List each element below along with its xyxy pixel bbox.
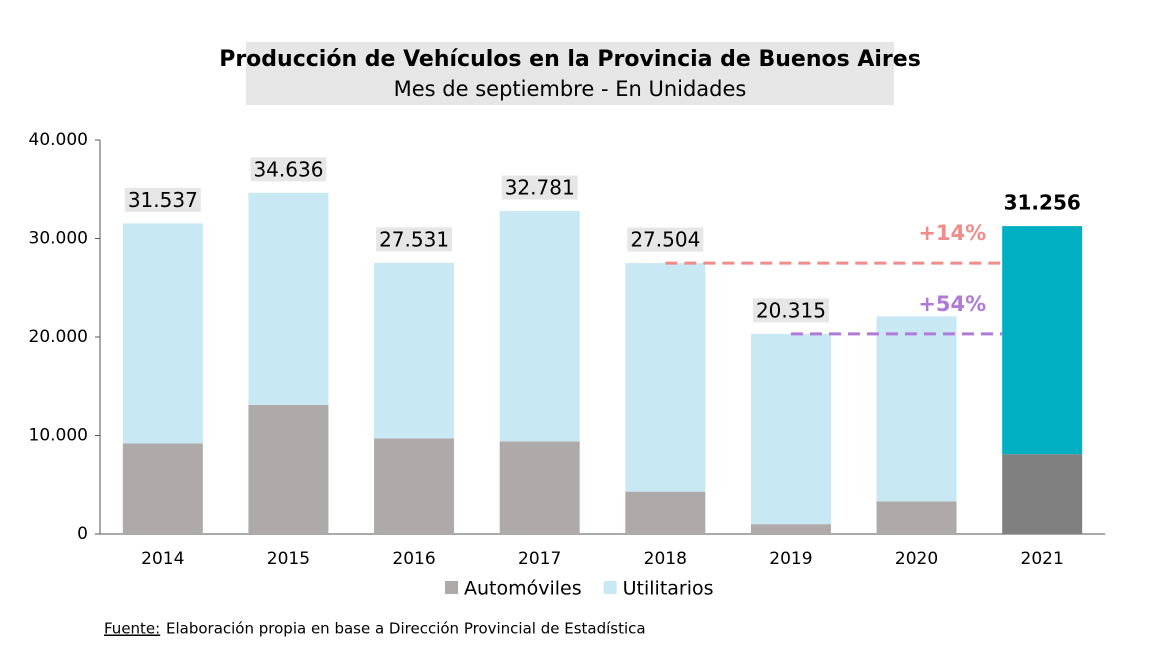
title-box: [246, 42, 894, 105]
total-label-box: [627, 227, 704, 252]
annotation-label: +14%: [918, 221, 986, 245]
bar-segment: [499, 441, 580, 534]
bar-segment: [374, 262, 455, 439]
x-tick-label: 2015: [267, 549, 310, 569]
total-label-box: [1000, 190, 1084, 215]
total-label-box: [124, 187, 201, 212]
total-label: 31.256: [1004, 191, 1081, 215]
bar-segment: [374, 438, 455, 534]
bar-segment: [499, 211, 580, 442]
x-tick-label: 2018: [644, 549, 687, 569]
total-label-box: [501, 175, 578, 200]
bar-segment: [122, 443, 203, 534]
total-label: 32.781: [505, 176, 575, 200]
legend-label: Utilitarios: [623, 578, 714, 600]
y-tick-label: 40.000: [29, 130, 88, 150]
total-label: 27.531: [379, 227, 449, 251]
bar-segment: [248, 192, 329, 405]
bar-segment: [248, 404, 329, 534]
chart-title: Producción de Vehículos en la Provincia …: [219, 47, 921, 72]
bar-segment: [750, 333, 831, 525]
bar-segment: [1002, 454, 1083, 534]
bar-segment: [876, 316, 957, 502]
x-tick-label: 2017: [518, 549, 561, 569]
legend-swatch: [603, 581, 617, 594]
x-tick-label: 2021: [1021, 549, 1064, 569]
total-label: 20.315: [756, 298, 826, 322]
chart-subtitle: Mes de septiembre - En Unidades: [394, 77, 747, 101]
total-label: 34.636: [253, 157, 323, 181]
source-label: Fuente:: [104, 620, 160, 638]
total-label: 27.504: [630, 228, 700, 252]
bar-segment: [876, 501, 957, 534]
bar-segment: [122, 223, 203, 444]
y-tick-label: 10.000: [29, 426, 88, 446]
legend-label: Automóviles: [464, 578, 582, 600]
source: Elaboración propia en base a Dirección P…: [166, 620, 646, 638]
bar-segment: [625, 263, 706, 492]
bar-segment: [750, 524, 831, 534]
total-label: 31.537: [128, 188, 198, 212]
x-tick-label: 2014: [141, 549, 184, 569]
total-label-box: [752, 298, 829, 323]
x-tick-label: 2016: [392, 549, 435, 569]
y-tick-label: 30.000: [29, 229, 88, 249]
y-tick-label: 20.000: [29, 327, 88, 347]
annotation-label: +54%: [918, 292, 986, 316]
x-tick-label: 2019: [769, 549, 812, 569]
bar-segment: [1002, 226, 1083, 455]
legend-swatch: [445, 581, 458, 594]
bar-segment: [625, 491, 706, 534]
total-label-box: [250, 157, 327, 182]
total-label-box: [376, 227, 453, 252]
x-tick-label: 2020: [895, 549, 938, 569]
y-tick-label: 0: [77, 524, 88, 544]
